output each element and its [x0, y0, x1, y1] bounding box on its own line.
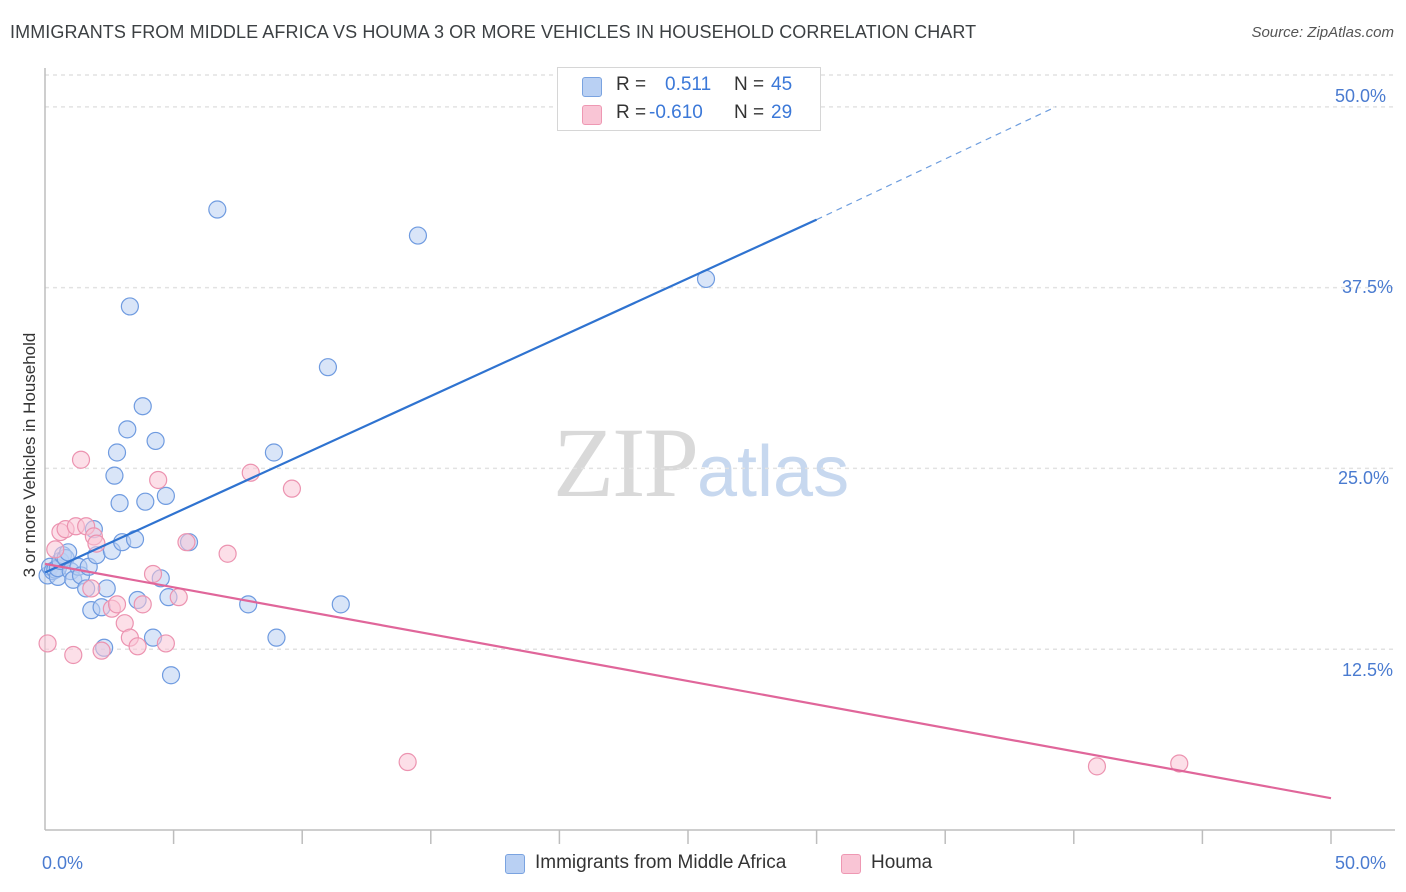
data-point-middle-africa [146, 431, 165, 451]
data-point-middle-africa [120, 297, 139, 316]
data-point-middle-africa [239, 595, 258, 614]
data-point-houma [1087, 757, 1107, 776]
n-value: 29 [771, 102, 793, 123]
data-point-houma [128, 637, 147, 656]
data-point-middle-africa [331, 595, 350, 614]
data-point-middle-africa [97, 579, 116, 598]
data-point-houma [71, 450, 91, 469]
data-point-middle-africa [136, 492, 155, 511]
r-value: -0.610 [649, 102, 703, 123]
legend-pink-swatch-icon [841, 854, 861, 874]
data-point-middle-africa [267, 628, 286, 647]
data-point-middle-africa [264, 443, 284, 462]
data-point-houma [398, 752, 417, 772]
legend-blue-swatch-icon [505, 854, 525, 874]
source-credit: Source: ZipAtlas.com [1251, 24, 1394, 41]
data-point-houma [82, 579, 101, 598]
r-label: R = [616, 102, 647, 123]
data-point-houma [143, 564, 163, 584]
blue-swatch-icon [582, 77, 602, 97]
data-point-houma [156, 634, 175, 653]
y-tick-label-50: 50.0% [1335, 86, 1387, 106]
data-point-middle-africa [107, 443, 127, 462]
data-point-middle-africa [118, 420, 137, 439]
n-value: 45 [771, 74, 793, 95]
y-tick-label-25: 25.0% [1338, 468, 1390, 488]
data-point-houma [64, 645, 83, 665]
zipatlas-watermark: ZIPatlas [553, 405, 849, 520]
data-point-houma [46, 540, 65, 559]
correlation-stats-box: R = 0.511 N = 45 R = -0.610 N = 29 [557, 67, 821, 131]
n-label: N = [734, 74, 765, 95]
data-point-houma [177, 533, 196, 552]
data-point-middle-africa [208, 200, 227, 219]
trend-line-middle-africa [44, 218, 818, 574]
legend-item-middle-africa: Immigrants from Middle Africa [535, 852, 787, 873]
data-point-middle-africa [408, 226, 428, 245]
data-point-middle-africa [318, 358, 338, 377]
data-point-houma [282, 479, 302, 498]
r-value: 0.511 [665, 74, 712, 95]
y-tick-label-37-5: 37.5% [1342, 277, 1394, 297]
data-point-middle-africa [110, 494, 129, 513]
data-point-middle-africa [161, 666, 181, 685]
legend-item-houma: Houma [871, 852, 933, 873]
watermark-zip: ZIP [553, 407, 699, 518]
data-point-houma [1170, 754, 1189, 773]
data-point-middle-africa [105, 466, 124, 485]
y-tick-label-12-5: 12.5% [1342, 660, 1394, 680]
data-point-houma [149, 470, 168, 490]
r-label: R = [616, 74, 647, 95]
data-point-middle-africa [156, 486, 175, 505]
y-axis-label: 3 or more Vehicles in Household [20, 332, 39, 578]
watermark-atlas: atlas [697, 432, 850, 512]
data-point-middle-africa [133, 397, 152, 416]
data-point-houma [107, 595, 127, 614]
chart-title: IMMIGRANTS FROM MIDDLE AFRICA VS HOUMA 3… [10, 22, 977, 42]
data-point-houma [169, 588, 188, 607]
trend-line-extension-middle-africa [816, 106, 1057, 221]
pink-swatch-icon [582, 105, 602, 125]
trend-line-houma [44, 562, 1332, 800]
data-point-houma [218, 544, 237, 563]
data-point-houma [38, 634, 57, 653]
x-tick-label-min: 0.0% [42, 853, 84, 873]
data-point-houma [92, 641, 111, 660]
data-point-houma [133, 595, 152, 614]
x-tick-label-max: 50.0% [1335, 853, 1387, 873]
n-label: N = [734, 102, 765, 123]
